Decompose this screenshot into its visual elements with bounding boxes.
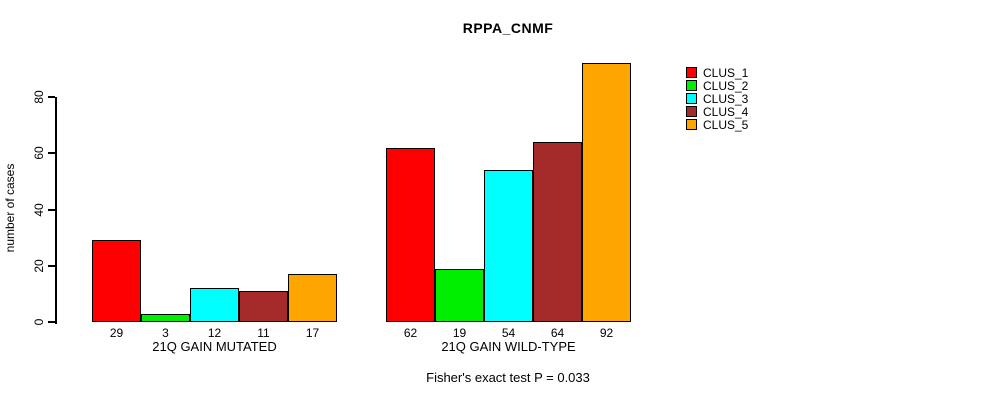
- bar-clus_4-2: [533, 142, 582, 322]
- x-group-label: 21Q GAIN MUTATED: [152, 339, 277, 354]
- bar-clus_3-1: [190, 288, 239, 322]
- bar-clus_3-2: [484, 170, 533, 322]
- bar-clus_2-1: [141, 313, 190, 322]
- bar-value-label: 64: [550, 326, 565, 340]
- bar-clus_4-1: [239, 291, 288, 322]
- bar-value-label: 12: [207, 326, 222, 340]
- bar-value-label: 29: [109, 326, 124, 340]
- legend-item-clus_5: CLUS_5: [686, 117, 749, 132]
- legend-swatch-icon: [686, 106, 697, 117]
- legend-swatch-icon: [686, 119, 697, 130]
- legend-swatch-icon: [686, 80, 697, 91]
- legend-label: CLUS_2: [703, 78, 749, 93]
- y-axis-line: [55, 97, 57, 324]
- y-tick-label: 60: [32, 146, 46, 160]
- bar-value-label: 3: [162, 326, 169, 340]
- bar-value-label: 17: [305, 326, 320, 340]
- legend-item-clus_1: CLUS_1: [686, 65, 749, 80]
- y-tick-mark: [48, 321, 55, 323]
- legend-label: CLUS_3: [703, 91, 749, 106]
- legend-item-clus_4: CLUS_4: [686, 104, 749, 119]
- y-tick-label: 80: [32, 90, 46, 104]
- bar-clus_5-2: [582, 63, 631, 322]
- legend-item-clus_3: CLUS_3: [686, 91, 749, 106]
- legend: CLUS_1 CLUS_2 CLUS_3 CLUS_4 CLUS_5: [686, 65, 749, 132]
- y-tick-label: 40: [32, 202, 46, 217]
- y-tick-label: 0: [32, 318, 46, 326]
- legend-item-clus_2: CLUS_2: [686, 78, 749, 93]
- y-axis-label: number of cases: [3, 163, 17, 253]
- bar-value-label: 11: [257, 326, 270, 340]
- legend-swatch-icon: [686, 67, 697, 78]
- y-tick-label: 20: [32, 259, 46, 273]
- y-tick-mark: [48, 208, 55, 211]
- bar-value-label: 54: [501, 326, 516, 340]
- bar-value-label: 92: [599, 326, 614, 340]
- legend-swatch-icon: [686, 93, 697, 104]
- footnote-text: Fisher's exact test P = 0.033: [426, 370, 590, 385]
- y-tick-mark: [48, 96, 55, 98]
- bar-value-label: 19: [452, 326, 467, 340]
- y-tick-mark: [48, 152, 55, 155]
- bar-value-label: 62: [403, 326, 418, 340]
- bar-clus_5-1: [288, 274, 337, 322]
- bar-clus_1-1: [92, 240, 141, 322]
- legend-label: CLUS_4: [703, 104, 749, 119]
- bar-clus_1-2: [386, 147, 435, 322]
- bar-clus_2-2: [435, 268, 484, 322]
- y-tick-mark: [48, 264, 55, 267]
- legend-label: CLUS_1: [703, 65, 749, 80]
- x-group-label: 21Q GAIN WILD-TYPE: [441, 339, 576, 354]
- legend-label: CLUS_5: [703, 117, 749, 132]
- chart-title: RPPA_CNMF: [462, 20, 554, 36]
